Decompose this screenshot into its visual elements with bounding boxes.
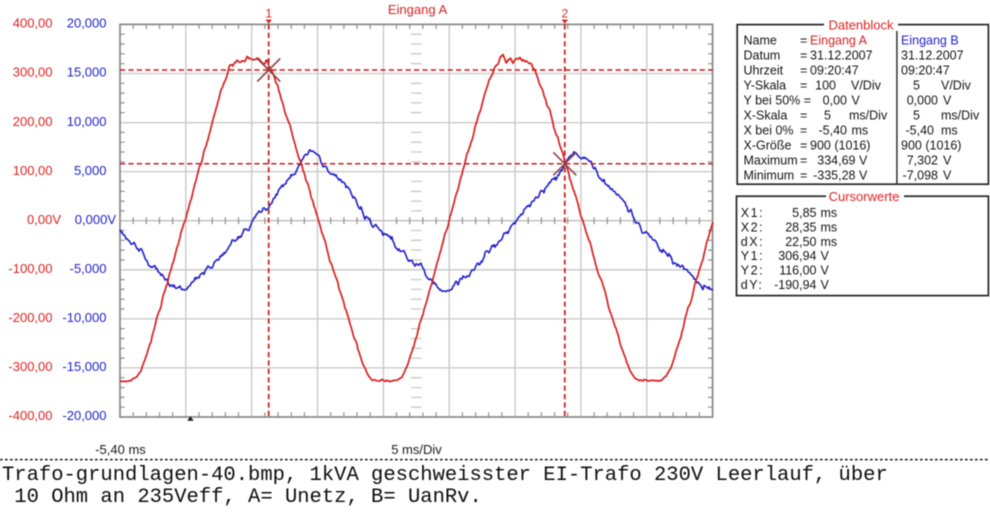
svg-text:09:20:47: 09:20:47 [901,64,950,78]
svg-text:0,00: 0,00 [823,94,847,108]
svg-text:300,00: 300,00 [13,65,53,80]
svg-text:ms: ms [941,124,958,138]
svg-text:0,00V: 0,00V [27,212,61,227]
svg-text:400,00: 400,00 [13,16,53,31]
svg-text:X2:: X2: [741,220,764,234]
svg-text:28,35: 28,35 [785,220,816,234]
svg-text:2: 2 [561,7,568,21]
svg-text:V: V [943,94,952,108]
svg-text:0,000: 0,000 [907,94,938,108]
svg-text:Maximum: Maximum [744,153,798,167]
svg-text:-300,00: -300,00 [8,359,52,374]
svg-text:=: = [800,49,807,63]
svg-text:900 (1016): 900 (1016) [810,139,870,153]
svg-text:-20,000: -20,000 [62,408,106,423]
svg-text:=: = [800,168,807,182]
svg-text:X-Skala: X-Skala [744,109,788,123]
svg-text:Cursorwerte: Cursorwerte [829,189,900,204]
svg-text:5 ms/Div: 5 ms/Div [391,442,442,457]
svg-text:V: V [943,168,952,182]
svg-text:-7,098: -7,098 [903,168,938,182]
svg-text:Y-Skala: Y-Skala [744,79,787,93]
svg-text:-400,00: -400,00 [8,408,52,423]
svg-text:Datenblock: Datenblock [828,18,894,33]
svg-text:Minimum: Minimum [744,168,795,182]
svg-text:-190,94: -190,94 [774,278,816,292]
svg-text:31.12.2007: 31.12.2007 [901,49,964,63]
svg-text:Y2:: Y2: [741,264,764,278]
svg-text:V/Div: V/Div [941,79,972,93]
svg-text:Eingang A: Eingang A [810,34,868,48]
svg-text:100: 100 [815,79,836,93]
svg-text:=: = [800,79,807,93]
svg-text:10 Ohm an 235Veff, A= Unetz, B: 10 Ohm an 235Veff, A= Unetz, B= UanRv. [2,486,482,509]
svg-text:V: V [943,153,952,167]
svg-text:-5,40: -5,40 [819,124,848,138]
svg-text:5: 5 [824,109,831,123]
svg-text:5,000: 5,000 [74,163,107,178]
svg-text:5: 5 [913,79,920,93]
svg-text:V: V [852,94,861,108]
svg-text:ms: ms [821,235,838,249]
svg-text:Eingang A: Eingang A [388,2,448,17]
svg-text:31.12.2007: 31.12.2007 [810,49,873,63]
svg-text:-335,28: -335,28 [813,168,855,182]
svg-text:5: 5 [913,109,920,123]
svg-text:116,00: 116,00 [779,264,816,278]
svg-text:-5,40: -5,40 [906,124,935,138]
svg-text:=: = [800,34,807,48]
svg-text:V/Div: V/Div [851,79,882,93]
svg-text:Y1:: Y1: [741,249,764,263]
svg-text:900 (1016): 900 (1016) [901,139,961,153]
svg-text:V: V [821,249,830,263]
svg-text:Y bei 50% =: Y bei 50% = [744,94,812,108]
svg-text:Uhrzeit: Uhrzeit [744,64,784,78]
svg-text:X bei 0%: X bei 0% [744,124,794,138]
svg-text:100,00: 100,00 [13,163,53,178]
svg-text:0,000V: 0,000V [75,212,117,227]
svg-text:-5,000: -5,000 [70,261,107,276]
svg-text:306,94: 306,94 [778,249,816,263]
svg-text:V: V [821,264,830,278]
svg-text:-100,00: -100,00 [8,261,52,276]
svg-text:dY:: dY: [741,278,764,292]
svg-text:V: V [821,278,830,292]
svg-text:=: = [800,139,807,153]
svg-text:X-Größe: X-Größe [744,139,792,153]
svg-text:-15,000: -15,000 [62,359,106,374]
svg-text:ms: ms [852,124,869,138]
svg-text:15,000: 15,000 [67,65,107,80]
svg-text:-10,000: -10,000 [62,310,106,325]
svg-text:5,85: 5,85 [792,206,816,220]
svg-text:V: V [859,153,868,167]
svg-text:ms/Div: ms/Div [849,109,888,123]
svg-text:ms/Div: ms/Div [941,109,980,123]
svg-text:V: V [859,168,868,182]
svg-text:X1:: X1: [741,206,764,220]
svg-text:10,000: 10,000 [67,114,107,129]
svg-text:=: = [800,64,807,78]
svg-text:20,000: 20,000 [67,16,107,31]
svg-text:Trafo-grundlagen-40.bmp, 1kVA: Trafo-grundlagen-40.bmp, 1kVA geschweiss… [2,464,888,487]
svg-text:200,00: 200,00 [13,114,53,129]
svg-text:Eingang B: Eingang B [901,34,959,48]
svg-text:22,50: 22,50 [785,235,816,249]
svg-text:7,302: 7,302 [907,153,938,167]
svg-text:=: = [800,153,807,167]
svg-text:=: = [800,124,807,138]
svg-text:09:20:47: 09:20:47 [810,64,859,78]
svg-text:-5,40 ms: -5,40 ms [95,442,146,457]
svg-text:=: = [800,109,807,123]
svg-text:-200,00: -200,00 [8,310,52,325]
svg-text:ms: ms [821,206,838,220]
svg-text:334,69: 334,69 [817,153,855,167]
svg-text:ms: ms [821,220,838,234]
svg-text:dX:: dX: [741,235,764,249]
svg-text:Datum: Datum [744,49,781,63]
svg-text:Name: Name [744,34,777,48]
svg-text:1: 1 [265,7,272,21]
